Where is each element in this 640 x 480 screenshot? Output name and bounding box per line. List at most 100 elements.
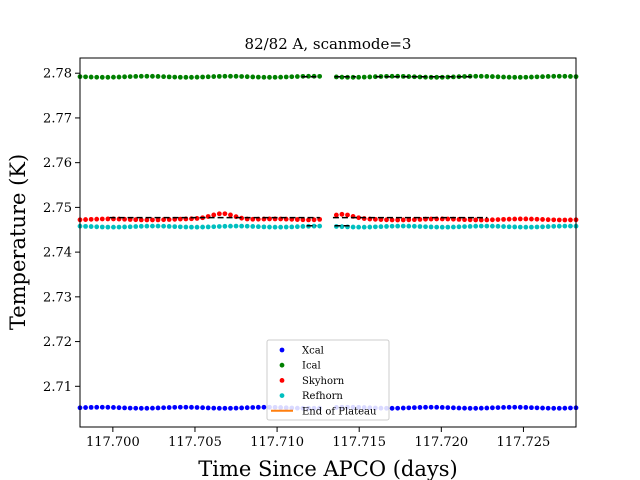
data-point: [183, 404, 189, 410]
data-point: [222, 223, 228, 229]
data-point: [467, 217, 473, 223]
data-point: [83, 223, 88, 229]
data-point: [194, 224, 200, 230]
data-point: [478, 405, 484, 411]
data-point: [562, 73, 568, 79]
y-tick-label: 2.71: [43, 380, 72, 395]
data-point: [244, 223, 250, 229]
data-point: [406, 217, 412, 223]
data-point: [467, 405, 473, 411]
data-point: [127, 74, 133, 79]
data-point: [233, 223, 239, 229]
data-point: [473, 223, 479, 229]
data-point: [529, 405, 534, 411]
y-tick-label: 2.72: [43, 335, 72, 350]
data-point: [367, 224, 373, 230]
data-point: [568, 405, 573, 411]
y-axis-label: Temperature (K): [6, 154, 30, 330]
data-point: [501, 224, 506, 229]
data-point: [490, 223, 495, 229]
data-point: [490, 217, 495, 223]
data-point: [155, 405, 161, 411]
data-point: [490, 405, 495, 411]
data-point: [138, 73, 144, 79]
series-refhorn: [77, 223, 579, 230]
data-point: [83, 217, 88, 222]
data-point: [367, 74, 373, 80]
data-point: [216, 73, 222, 79]
data-point: [111, 74, 116, 80]
data-point: [161, 217, 167, 223]
data-point: [484, 74, 490, 79]
data-point: [545, 405, 551, 411]
data-point: [562, 223, 568, 229]
data-point: [228, 212, 233, 218]
data-point: [250, 74, 256, 80]
data-point: [439, 224, 445, 230]
data-point: [177, 216, 183, 222]
data-point: [517, 74, 523, 80]
data-point: [556, 405, 562, 411]
data-point: [512, 216, 518, 222]
data-point: [512, 74, 518, 80]
data-point: [339, 224, 345, 230]
data-point: [94, 216, 100, 222]
data-point: [261, 224, 267, 230]
data-point: [289, 224, 295, 230]
data-point: [255, 74, 261, 80]
data-point: [545, 224, 551, 229]
data-point: [177, 224, 183, 230]
data-point: [540, 217, 545, 222]
data-point: [189, 74, 194, 80]
data-point: [216, 405, 222, 411]
data-point: [372, 224, 378, 230]
data-point: [150, 73, 155, 79]
data-point: [534, 74, 540, 80]
data-point: [105, 216, 111, 222]
data-point: [88, 404, 94, 410]
data-point: [484, 223, 490, 229]
data-point: [255, 404, 261, 410]
plot-frame: [79, 57, 577, 428]
data-point: [339, 74, 345, 80]
data-point: [506, 216, 512, 222]
data-point: [523, 216, 529, 222]
data-point: [428, 404, 434, 410]
data-point: [150, 217, 155, 223]
data-point: [456, 405, 462, 411]
data-point: [83, 405, 88, 410]
data-point: [495, 405, 501, 410]
data-point: [551, 223, 557, 229]
data-point: [99, 404, 105, 410]
data-point: [523, 74, 529, 80]
data-point: [311, 217, 317, 223]
data-point: [105, 404, 111, 410]
data-point: [568, 217, 573, 223]
data-point: [155, 217, 161, 223]
data-point: [317, 223, 323, 229]
data-point: [423, 404, 428, 410]
legend-label: Skyhorn: [302, 376, 345, 387]
data-point: [239, 223, 245, 229]
data-point: [283, 74, 289, 80]
data-point: [506, 404, 512, 410]
data-point: [478, 223, 484, 229]
data-point: [183, 74, 189, 80]
data-point: [150, 405, 155, 411]
data-point: [517, 216, 523, 222]
data-point: [389, 217, 395, 223]
data-point: [389, 405, 395, 411]
x-tick-label: 117.715: [332, 435, 386, 450]
data-point: [389, 73, 395, 79]
data-point: [144, 73, 150, 79]
data-point: [228, 73, 233, 79]
data-point: [205, 74, 211, 80]
data-point: [372, 74, 378, 80]
data-point: [222, 211, 228, 217]
data-point: [417, 74, 423, 80]
data-point: [523, 224, 529, 230]
data-point: [495, 223, 501, 229]
data-point: [411, 217, 417, 223]
legend-item: Xcal: [279, 346, 324, 357]
data-point: [189, 404, 194, 410]
